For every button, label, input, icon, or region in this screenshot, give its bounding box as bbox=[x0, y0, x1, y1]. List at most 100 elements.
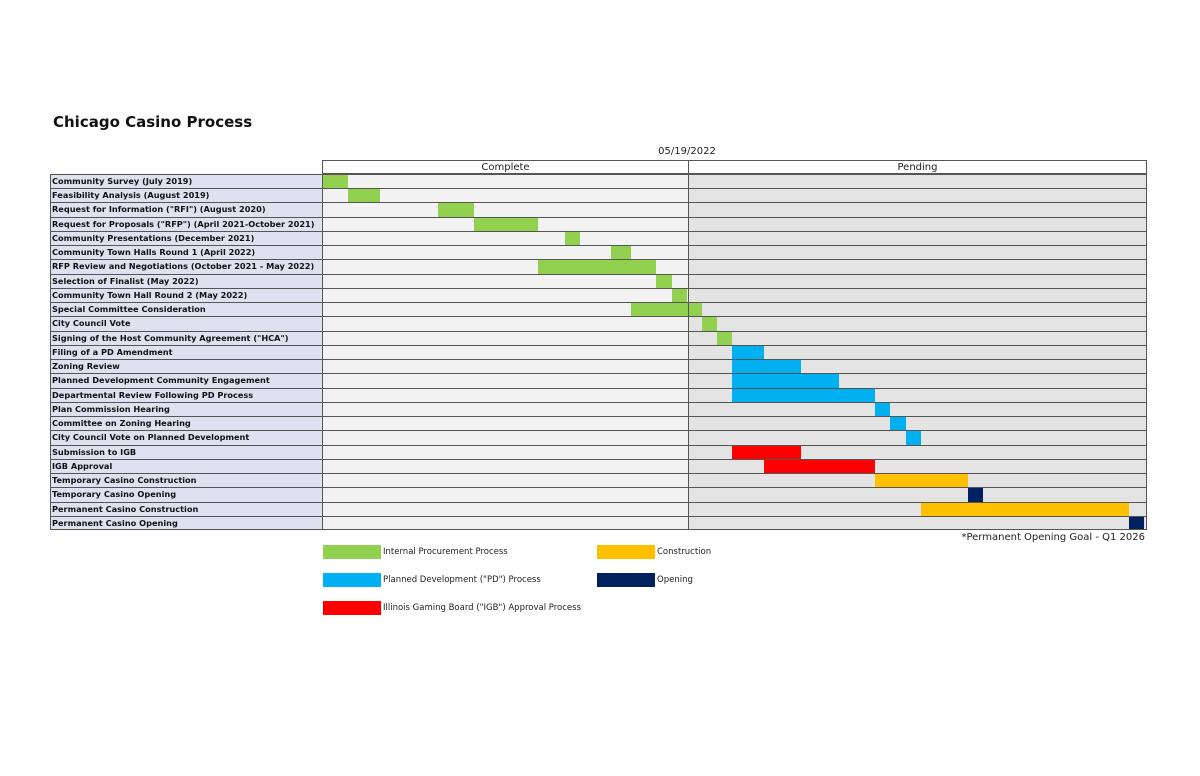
pending-cell bbox=[688, 189, 1147, 203]
task-bar bbox=[1129, 516, 1145, 530]
complete-cell bbox=[322, 431, 688, 445]
gantt-row: IGB Approval bbox=[50, 458, 1147, 474]
complete-cell bbox=[322, 488, 688, 502]
task-bar bbox=[732, 445, 801, 459]
legend-swatch bbox=[597, 545, 655, 559]
pending-cell bbox=[688, 217, 1147, 231]
gantt-row: Committee on Zoning Hearing bbox=[50, 416, 1147, 431]
gantt-row: Planned Development Community Engagement bbox=[50, 373, 1147, 388]
task-label: Request for Proposals ("RFP") (April 202… bbox=[50, 217, 322, 231]
pending-cell bbox=[688, 360, 1147, 374]
gantt-row: Permanent Casino Opening bbox=[50, 515, 1147, 530]
chart-title: Chicago Casino Process bbox=[53, 113, 253, 131]
task-bar bbox=[875, 402, 891, 417]
pending-cell bbox=[688, 459, 1147, 474]
gantt-row: Request for Information ("RFI") (August … bbox=[50, 202, 1147, 217]
task-label: Submission to IGB bbox=[50, 445, 322, 459]
legend-swatch bbox=[323, 573, 381, 587]
pending-cell bbox=[688, 175, 1147, 189]
legend-label: Illinois Gaming Board ("IGB") Approval P… bbox=[383, 603, 582, 613]
pending-cell bbox=[688, 516, 1147, 530]
complete-cell bbox=[322, 459, 688, 474]
task-bar bbox=[671, 288, 687, 303]
section-header-complete: Complete bbox=[322, 160, 689, 174]
task-label: Feasibility Analysis (August 2019) bbox=[50, 189, 322, 203]
gantt-row: Selection of Finalist (May 2022) bbox=[50, 273, 1147, 288]
task-label: Selection of Finalist (May 2022) bbox=[50, 274, 322, 288]
task-label: Planned Development Community Engagement bbox=[50, 374, 322, 388]
pending-cell bbox=[688, 246, 1147, 260]
task-label: Filing of a PD Amendment bbox=[50, 345, 322, 360]
task-bar bbox=[437, 203, 474, 217]
gantt-chart: Community Survey (July 2019) Feasibility … bbox=[50, 174, 1147, 530]
gantt-row: Request for Proposals ("RFP") (April 202… bbox=[50, 216, 1147, 231]
complete-cell bbox=[322, 303, 688, 317]
complete-cell bbox=[322, 288, 688, 303]
gantt-divider bbox=[688, 174, 689, 530]
complete-cell bbox=[322, 445, 688, 459]
gantt-row: Community Survey (July 2019) bbox=[50, 174, 1147, 189]
gantt-row: Zoning Review bbox=[50, 359, 1147, 374]
complete-cell bbox=[322, 331, 688, 345]
complete-cell bbox=[322, 274, 688, 288]
task-bar bbox=[905, 431, 921, 445]
task-label: Community Survey (July 2019) bbox=[50, 175, 322, 189]
task-label: Departmental Review Following PD Process bbox=[50, 388, 322, 402]
gantt-row: Feasibility Analysis (August 2019) bbox=[50, 188, 1147, 203]
legend-label: Internal Procurement Process bbox=[383, 547, 508, 557]
pending-cell bbox=[688, 417, 1147, 431]
task-bar bbox=[764, 459, 876, 474]
task-bar bbox=[322, 175, 348, 189]
task-bar bbox=[890, 417, 906, 431]
task-label: RFP Review and Negotiations (October 202… bbox=[50, 260, 322, 274]
legend-label: Opening bbox=[657, 575, 693, 585]
complete-cell bbox=[322, 345, 688, 360]
gantt-row: Community Town Hall Round 2 (May 2022) bbox=[50, 287, 1147, 303]
task-label: Special Committee Consideration bbox=[50, 303, 322, 317]
pending-cell bbox=[688, 402, 1147, 417]
section-header-pending: Pending bbox=[688, 160, 1147, 174]
pending-cell bbox=[688, 488, 1147, 502]
pending-cell bbox=[688, 331, 1147, 345]
gantt-row: RFP Review and Negotiations (October 202… bbox=[50, 259, 1147, 274]
gantt-divider bbox=[322, 174, 323, 530]
complete-cell bbox=[322, 360, 688, 374]
complete-cell bbox=[322, 502, 688, 516]
gantt-row: City Council Vote bbox=[50, 316, 1147, 331]
legend-swatch bbox=[597, 573, 655, 587]
legend-label: Planned Development ("PD") Process bbox=[383, 575, 541, 585]
task-bar bbox=[732, 360, 801, 374]
complete-cell bbox=[322, 317, 688, 331]
task-label: Committee on Zoning Hearing bbox=[50, 417, 322, 431]
complete-cell bbox=[322, 474, 688, 488]
complete-cell bbox=[322, 402, 688, 417]
task-label: Request for Information ("RFI") (August … bbox=[50, 203, 322, 217]
pending-cell bbox=[688, 203, 1147, 217]
task-bar bbox=[537, 260, 657, 274]
pending-cell bbox=[688, 274, 1147, 288]
task-bar bbox=[717, 331, 733, 345]
legend-swatch bbox=[323, 601, 381, 615]
pending-cell bbox=[688, 445, 1147, 459]
pending-cell bbox=[688, 288, 1147, 303]
gantt-row: Temporary Casino Construction bbox=[50, 473, 1147, 488]
task-label: Permanent Casino Construction bbox=[50, 502, 322, 516]
complete-cell bbox=[322, 231, 688, 246]
task-bar bbox=[968, 488, 984, 502]
task-label: Temporary Casino Opening bbox=[50, 488, 322, 502]
complete-cell bbox=[322, 388, 688, 402]
task-label: Temporary Casino Construction bbox=[50, 474, 322, 488]
task-label: IGB Approval bbox=[50, 459, 322, 474]
task-bar bbox=[347, 189, 380, 203]
task-label: Community Presentations (December 2021) bbox=[50, 231, 322, 246]
task-label: City Council Vote bbox=[50, 317, 322, 331]
pending-cell bbox=[688, 317, 1147, 331]
gantt-row: Departmental Review Following PD Process bbox=[50, 387, 1147, 402]
task-bar bbox=[732, 374, 839, 388]
gantt-row: Permanent Casino Construction bbox=[50, 501, 1147, 516]
task-label: Permanent Casino Opening bbox=[50, 516, 322, 530]
complete-cell bbox=[322, 246, 688, 260]
task-bar bbox=[920, 502, 1130, 516]
gantt-row: Submission to IGB bbox=[50, 444, 1147, 459]
complete-cell bbox=[322, 175, 688, 189]
